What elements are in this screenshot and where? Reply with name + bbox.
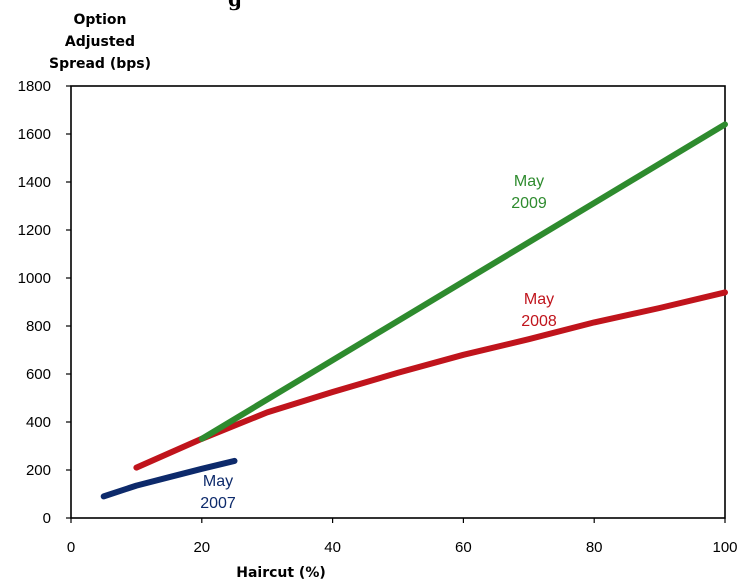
y-axis-title-line-2: Adjusted	[65, 34, 135, 50]
plot-frame	[70, 85, 726, 519]
x-tick-label: 100	[712, 539, 737, 556]
y-tick-label: 1200	[18, 222, 51, 239]
series-lines	[100, 121, 728, 500]
x-tick-label: 60	[455, 539, 472, 556]
x-ticks: 0 20 40 60 80 100	[67, 518, 738, 556]
series-label-may-2008-line-1: May	[524, 291, 554, 308]
y-axis-title-line-1: Option	[74, 12, 127, 28]
series-label-may-2008: May 2008	[521, 291, 557, 330]
y-tick-label: 1400	[18, 174, 51, 191]
series-label-may-2007-line-1: May	[203, 473, 233, 490]
y-tick-label: 600	[26, 366, 51, 383]
series-label-may-2008-line-2: 2008	[521, 313, 557, 330]
y-tick-label: 800	[26, 318, 51, 335]
chart-title-fragment: g	[228, 0, 242, 11]
series-label-may-2009: May 2009	[511, 173, 547, 212]
y-ticks: 0 200 400 600 800 1000 1200 1400 1600 1800	[18, 78, 71, 527]
series-label-may-2007-line-2: 2007	[200, 495, 236, 512]
y-tick-label: 1800	[18, 78, 51, 95]
y-tick-label: 1600	[18, 126, 51, 143]
x-tick-label: 40	[324, 539, 341, 556]
y-axis-title: Option Adjusted Spread (bps)	[49, 12, 151, 72]
x-axis-title: Haircut (%)	[236, 565, 326, 580]
y-axis-title-line-3: Spread (bps)	[49, 56, 151, 72]
series-line-may-2007	[100, 457, 238, 500]
x-tick-label: 20	[193, 539, 210, 556]
x-tick-label: 80	[586, 539, 603, 556]
series-line-may-2009	[198, 121, 728, 442]
y-tick-label: 1000	[18, 270, 51, 287]
series-label-may-2009-line-2: 2009	[511, 195, 547, 212]
y-tick-label: 400	[26, 414, 51, 431]
y-tick-label: 200	[26, 462, 51, 479]
series-labels: May 2007 May 2008 May 2009	[200, 173, 557, 512]
series-line-may-2008	[133, 289, 728, 471]
series-label-may-2009-line-1: May	[514, 173, 544, 190]
series-label-may-2007: May 2007	[200, 473, 236, 512]
x-tick-label: 0	[67, 539, 75, 556]
y-tick-label: 0	[43, 510, 51, 527]
